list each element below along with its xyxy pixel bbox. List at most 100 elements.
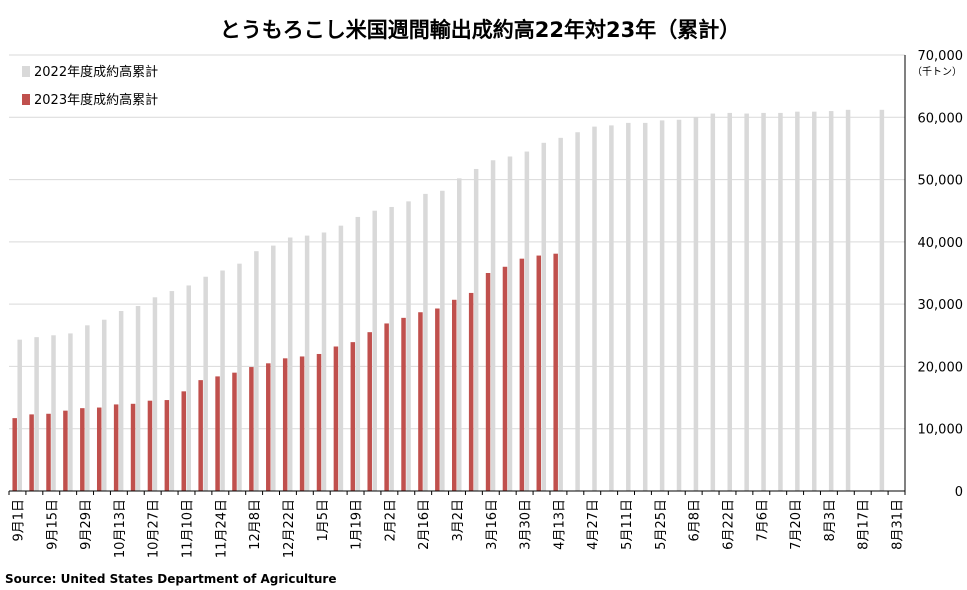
bar-2023 bbox=[316, 353, 322, 491]
bar-2023 bbox=[452, 299, 457, 491]
y-tick-label: 30,000 bbox=[918, 298, 964, 313]
bar-2022 bbox=[609, 125, 614, 491]
bar-2023 bbox=[519, 258, 525, 491]
bar-2023 bbox=[282, 358, 288, 491]
bar-2022 bbox=[237, 263, 242, 491]
bar-2022 bbox=[389, 206, 394, 491]
bar-2022 bbox=[101, 319, 107, 491]
x-tick-label: 6月22日 bbox=[721, 499, 736, 550]
bar-2023 bbox=[29, 414, 34, 491]
bar-2023 bbox=[215, 376, 220, 491]
bar-2022 bbox=[440, 190, 445, 492]
bars bbox=[12, 109, 885, 492]
bar-2022 bbox=[778, 112, 783, 491]
bar-2022 bbox=[186, 285, 192, 491]
bar-2022 bbox=[558, 137, 563, 491]
bar-2023 bbox=[147, 400, 153, 491]
bar-2023 bbox=[418, 312, 423, 491]
x-tick-label: 12月8日 bbox=[248, 499, 263, 550]
bar-2023 bbox=[502, 266, 508, 491]
legend-swatch-2023 bbox=[22, 94, 30, 105]
bar-2023 bbox=[553, 253, 558, 491]
y-tick-label: 40,000 bbox=[918, 236, 964, 251]
x-tick-label: 2月2日 bbox=[383, 499, 398, 542]
bar-2022 bbox=[693, 117, 699, 492]
bar-2022 bbox=[659, 120, 665, 492]
bar-2023 bbox=[435, 308, 440, 491]
x-tick-label: 1月19日 bbox=[350, 499, 365, 550]
bar-2023 bbox=[367, 332, 372, 491]
bar-2022 bbox=[135, 306, 141, 491]
x-tick-label: 8月3日 bbox=[823, 499, 838, 542]
y-axis-ticks: 0 10,000 20,000 30,000 40,000 50,000 60,000 70,… bbox=[918, 49, 964, 500]
y-tick-label: 60,000 bbox=[918, 111, 964, 126]
x-tick-label: 9月15日 bbox=[45, 499, 60, 550]
x-tick-label: 5月11日 bbox=[620, 499, 635, 550]
x-tick-label: 8月31日 bbox=[891, 499, 906, 550]
bar-2022 bbox=[271, 245, 276, 491]
x-tick-label: 5月25日 bbox=[654, 499, 669, 550]
bar-2022 bbox=[254, 251, 259, 491]
bar-2023 bbox=[468, 292, 474, 491]
chart-title: とうもろこし米国週間輸出成約高22年対23年（累計） bbox=[220, 18, 740, 42]
bar-2022 bbox=[372, 210, 377, 491]
bar-2023 bbox=[12, 418, 17, 491]
bar-2022 bbox=[592, 126, 597, 491]
bar-2022 bbox=[423, 193, 428, 491]
y-tick-label: 20,000 bbox=[918, 360, 964, 375]
bar-2023 bbox=[80, 408, 85, 491]
bar-2022 bbox=[812, 111, 817, 492]
bar-2022 bbox=[828, 111, 834, 492]
bar-2023 bbox=[181, 391, 187, 491]
bar-2022 bbox=[287, 237, 293, 491]
bar-2022 bbox=[457, 178, 462, 491]
bar-2023 bbox=[164, 400, 170, 491]
bar-2023 bbox=[249, 367, 254, 491]
bar-2022 bbox=[490, 160, 496, 491]
bar-2022 bbox=[118, 310, 124, 491]
y-tick-label: 10,000 bbox=[918, 423, 964, 438]
legend-swatch-2022 bbox=[22, 66, 30, 77]
legend: 2022年度成約高累計 2023年度成約高累計 bbox=[8, 58, 188, 116]
bar-2022 bbox=[473, 168, 479, 492]
bar-2022 bbox=[845, 109, 851, 491]
bar-2023 bbox=[198, 380, 203, 491]
x-tick-label: 10月27日 bbox=[147, 499, 162, 558]
bar-2023 bbox=[401, 317, 406, 491]
bar-2023 bbox=[384, 323, 389, 491]
bar-2022 bbox=[51, 335, 56, 491]
x-tick-label: 8月17日 bbox=[857, 499, 872, 550]
bar-2022 bbox=[744, 113, 749, 491]
x-tick-label: 6月8日 bbox=[688, 499, 703, 542]
bar-2023 bbox=[333, 346, 339, 491]
bar-2022 bbox=[169, 291, 175, 491]
bar-2022 bbox=[406, 201, 411, 491]
bar-2022 bbox=[727, 112, 732, 491]
bar-2022 bbox=[761, 112, 766, 491]
bar-2022 bbox=[541, 142, 547, 491]
x-tick-label: 7月20日 bbox=[789, 499, 804, 550]
x-tick-label: 11月10日 bbox=[181, 499, 196, 558]
y-tick-label: 70,000 bbox=[918, 49, 964, 64]
bar-2022 bbox=[34, 337, 39, 491]
bar-2023 bbox=[485, 273, 491, 491]
bar-2022 bbox=[879, 109, 885, 491]
bar-2022 bbox=[68, 333, 73, 491]
x-tick-label: 11月24日 bbox=[214, 499, 229, 558]
bar-2022 bbox=[626, 122, 631, 492]
bar-2023 bbox=[350, 342, 356, 491]
x-tick-label: 10月13日 bbox=[113, 499, 128, 558]
bar-2023 bbox=[130, 403, 136, 491]
bar-2023 bbox=[96, 407, 102, 491]
x-tick-label: 7月6日 bbox=[755, 499, 770, 542]
legend-label-2022: 2022年度成約高累計 bbox=[34, 64, 158, 80]
x-tick-label: 9月29日 bbox=[79, 499, 94, 550]
bar-2022 bbox=[795, 111, 800, 492]
legend-box bbox=[8, 58, 188, 116]
bar-2023 bbox=[232, 372, 237, 491]
bar-2023 bbox=[536, 255, 542, 491]
bar-2022 bbox=[152, 297, 158, 491]
y-axis-unit: （千トン） bbox=[912, 66, 962, 78]
bar-2022 bbox=[355, 216, 361, 491]
